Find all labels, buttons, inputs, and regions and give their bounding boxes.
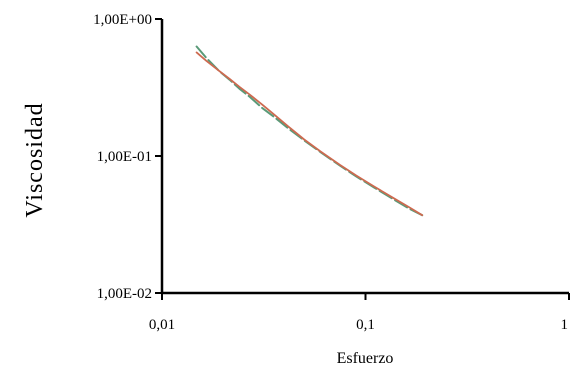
x-tick-label: 0,01 [149,317,175,333]
x-tick-label: 0,1 [356,317,375,333]
series-line-1 [195,45,424,217]
y-tick-label: 1,00E-01 [97,149,152,165]
x-tick-label: 1 [561,317,569,333]
ticks-layer: 1,00E+00 1,00E-01 1,00E-02 0,01 0,1 1 [93,12,570,333]
y-axis-label: Viscosidad [22,102,48,217]
axes-layer [160,19,569,295]
y-tick-label: 1,00E-02 [97,286,152,302]
series-line-2 [195,51,424,217]
series-layer [195,45,424,217]
x-axis-label: Esfuerzo [337,350,394,367]
y-tick-label: 1,00E+00 [93,12,152,28]
